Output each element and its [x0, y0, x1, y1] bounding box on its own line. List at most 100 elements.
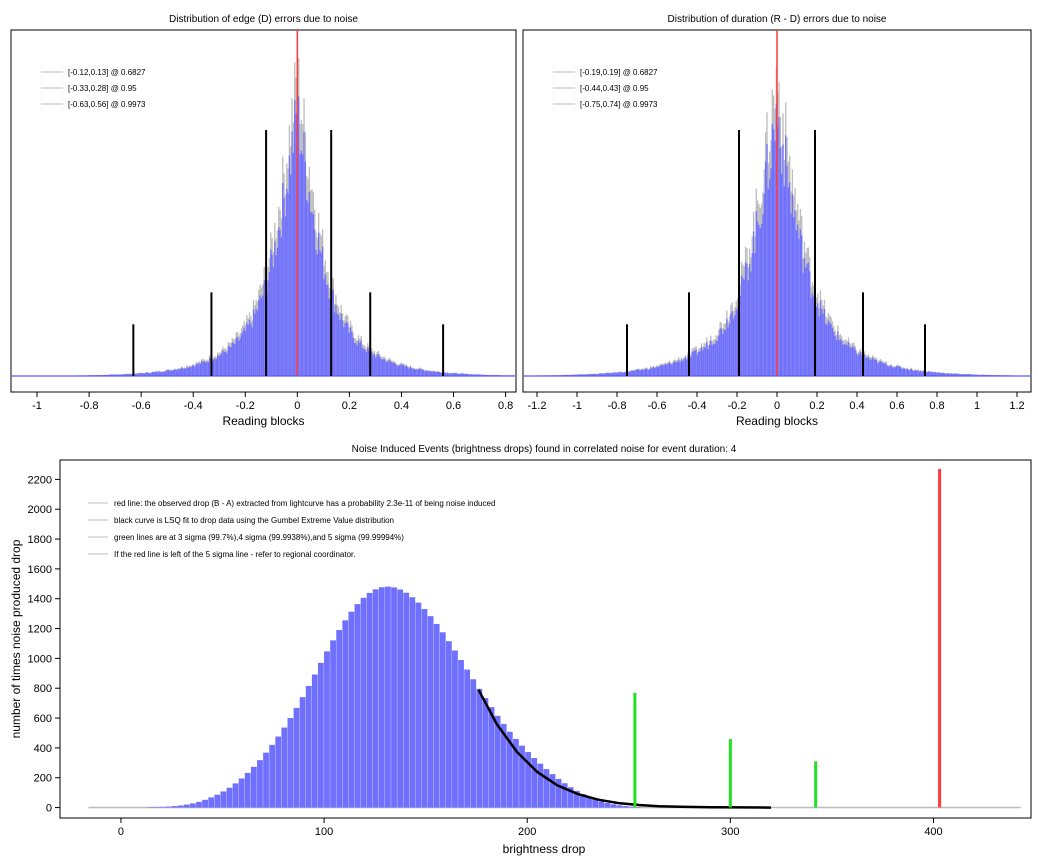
histogram-bar — [235, 337, 237, 376]
histogram-bar — [608, 373, 610, 376]
histogram-bar — [899, 367, 902, 376]
histogram-bar — [752, 231, 755, 376]
histogram-bar — [655, 367, 657, 376]
histogram-bar — [782, 144, 784, 376]
histogram-bar — [383, 358, 385, 376]
y-tick-label: 2000 — [28, 504, 52, 516]
histogram-bar — [380, 358, 382, 376]
histogram-bar — [789, 182, 791, 376]
histogram-bar — [470, 679, 477, 808]
histogram-bar — [392, 362, 394, 376]
histogram-bar — [452, 373, 454, 376]
histogram-bar — [411, 368, 413, 376]
histogram-bar — [236, 336, 239, 376]
histogram-bar — [680, 359, 683, 376]
histogram-bar — [433, 371, 435, 376]
histogram-bar — [640, 369, 642, 376]
histogram-bar — [409, 366, 412, 376]
histogram-bar — [468, 374, 470, 376]
histogram-bar — [847, 342, 850, 376]
histogram-bar — [624, 372, 626, 376]
histogram-bar — [189, 366, 191, 376]
histogram-bar — [555, 778, 562, 808]
histogram-bar — [818, 316, 820, 376]
histogram-bar — [869, 359, 871, 376]
histogram-bar — [130, 374, 132, 376]
histogram-bar — [247, 325, 249, 376]
histogram-bar — [965, 374, 967, 376]
histogram-bar — [291, 131, 293, 376]
histogram-bar — [819, 300, 822, 376]
histogram-bar — [162, 371, 164, 376]
x-axis-label: brightness drop — [503, 842, 586, 856]
x-tick-label: 0 — [294, 400, 300, 412]
histogram-bar — [857, 355, 859, 376]
histogram-bar — [763, 194, 765, 376]
histogram-bar — [759, 227, 761, 376]
histogram-bar — [155, 371, 158, 376]
histogram-bar — [384, 359, 386, 376]
histogram-bar — [970, 374, 973, 376]
histogram-bar — [728, 323, 731, 376]
histogram-bar — [925, 372, 927, 376]
histogram-bar — [781, 173, 783, 376]
histogram-bar — [368, 350, 370, 376]
histogram-bar — [299, 154, 301, 376]
histogram-bar — [223, 351, 225, 376]
histogram-bar — [407, 367, 409, 376]
histogram-bar — [785, 135, 787, 376]
histogram-bar — [897, 365, 899, 376]
histogram-bar — [961, 374, 963, 376]
histogram-bar — [161, 372, 163, 376]
histogram-bar — [388, 360, 390, 376]
histogram-bar — [434, 372, 437, 376]
chart-title: Noise Induced Events (brightness drops) … — [352, 444, 737, 455]
histogram-bar — [603, 373, 605, 376]
histogram-bar — [650, 367, 652, 376]
histogram-bar — [767, 188, 769, 376]
histogram-bar — [158, 371, 160, 376]
histogram-bar — [806, 263, 808, 376]
histogram-bar — [276, 247, 279, 376]
histogram-bar — [833, 331, 835, 376]
histogram-bar — [797, 224, 799, 376]
histogram-bar — [865, 357, 867, 376]
histogram-bar — [349, 327, 352, 376]
histogram-bar — [878, 361, 880, 376]
histogram-bar — [298, 96, 300, 376]
histogram-bar — [702, 350, 704, 376]
histogram-bar — [607, 372, 609, 376]
histogram-bar — [850, 348, 852, 376]
histogram-bar — [616, 805, 623, 808]
histogram-bar — [363, 348, 365, 376]
histogram-bar — [142, 373, 144, 376]
histogram-bar — [190, 367, 192, 376]
histogram-bar — [663, 364, 665, 376]
histogram-bar — [610, 804, 617, 808]
histogram-bar — [842, 344, 844, 376]
histogram-bar — [660, 365, 663, 376]
histogram-bar — [458, 374, 461, 376]
y-tick-label: 1600 — [28, 564, 52, 576]
histogram-bar — [415, 369, 417, 376]
x-tick-label: 0.6 — [446, 400, 461, 412]
histogram-bar — [678, 359, 680, 376]
histogram-bar — [425, 370, 427, 376]
x-tick-label: -0.4 — [184, 400, 203, 412]
histogram-bar — [199, 363, 202, 376]
histogram-bar — [652, 366, 655, 376]
histogram-bar — [926, 372, 929, 376]
histogram-bar — [360, 597, 367, 808]
histogram-bar — [420, 369, 422, 376]
histogram-bar — [284, 216, 287, 376]
histogram-bar — [426, 371, 429, 376]
histogram-bar — [248, 319, 251, 376]
histogram-bar — [377, 354, 380, 376]
histogram-bar — [389, 360, 392, 376]
histogram-bar — [364, 349, 366, 376]
histogram-bar — [345, 321, 348, 376]
histogram-bar — [537, 763, 544, 808]
histogram-bar — [305, 685, 312, 808]
histogram-bar — [482, 374, 485, 376]
histogram-bar — [670, 363, 672, 376]
